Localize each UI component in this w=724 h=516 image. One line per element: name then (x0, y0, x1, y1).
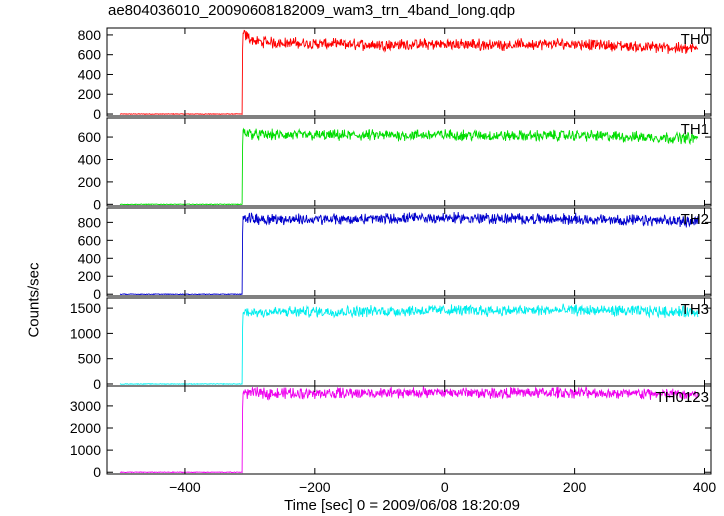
y-tick-label: 800 (78, 214, 102, 230)
series-line-th0 (119, 29, 699, 116)
y-tick-label: 0 (93, 106, 101, 122)
panel-label-th0123: TH0123 (656, 389, 709, 406)
y-tick-label: 1500 (70, 300, 101, 316)
y-tick-label: 600 (78, 232, 102, 248)
y-tick-label: 1000 (70, 325, 101, 341)
y-tick-label: 200 (78, 268, 102, 284)
panel-label-th3: TH3 (681, 301, 709, 318)
panel-label-th1: TH1 (681, 121, 709, 138)
panel-frame-th0123 (106, 385, 712, 475)
panel-frame-th0 (106, 27, 712, 117)
panel-label-th0: TH0 (681, 31, 709, 48)
series-line-th0123 (119, 385, 699, 474)
y-tick-label: 0 (93, 464, 101, 480)
x-tick-label: 0 (441, 479, 449, 495)
y-tick-label: 2000 (70, 420, 101, 436)
x-tick-label: 400 (693, 479, 717, 495)
y-tick-label: 400 (78, 66, 102, 82)
y-tick-label: 200 (78, 86, 102, 102)
y-tick-label: 0 (93, 286, 101, 302)
x-axis-label: Time [sec] 0 = 2009/06/08 18:20:09 (284, 497, 520, 514)
series-line-th2 (119, 211, 699, 296)
y-tick-label: 600 (78, 47, 102, 63)
y-tick-label: 1000 (70, 442, 101, 458)
y-tick-label: 800 (78, 27, 102, 43)
x-tick-label: −400 (169, 479, 201, 495)
y-tick-label: 0 (93, 376, 101, 392)
panel-label-th2: TH2 (681, 211, 709, 228)
y-tick-label: 500 (78, 351, 102, 367)
y-tick-label: 0 (93, 196, 101, 212)
x-tick-label: 200 (563, 479, 587, 495)
series-line-th3 (119, 303, 699, 386)
y-tick-label: 400 (78, 250, 102, 266)
panel-frame-th2 (106, 207, 712, 297)
chart-title: ae804036010_20090608182009_wam3_trn_4ban… (108, 2, 516, 19)
panel-frame-th1 (106, 117, 712, 207)
series-line-th1 (119, 127, 699, 206)
y-tick-label: 600 (78, 129, 102, 145)
y-tick-label: 200 (78, 174, 102, 190)
x-tick-label: −200 (299, 479, 331, 495)
y-tick-label: 400 (78, 151, 102, 167)
y-tick-label: 3000 (70, 398, 101, 414)
